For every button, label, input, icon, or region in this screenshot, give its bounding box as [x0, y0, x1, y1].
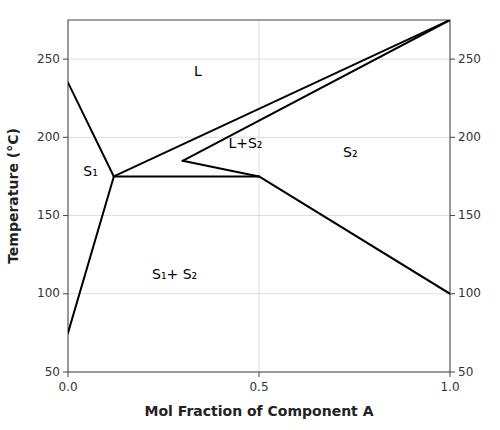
y-tick [63, 372, 68, 373]
region-label: L+S₂ [228, 135, 262, 151]
annotations: L L+S₂ S₁ S₂ S₁+ S₂ [83, 63, 357, 282]
y2-tick-label: 250 [458, 52, 481, 66]
phase-boundary [183, 161, 259, 177]
y-tick [63, 59, 68, 60]
y-tick-label: 150 [37, 208, 60, 222]
phase-boundary [183, 20, 450, 161]
y-tick [63, 293, 68, 294]
y2-tick [450, 372, 455, 373]
y-tick [63, 137, 68, 138]
grid-line-y [68, 293, 450, 294]
lines [68, 20, 450, 333]
y2-tick-label: 100 [458, 286, 481, 300]
x-tick [259, 372, 260, 377]
y2-tick-label: 200 [458, 130, 481, 144]
grid [68, 20, 450, 372]
y2-tick [450, 293, 455, 294]
grid-line-y [68, 215, 450, 216]
region-label: L [194, 63, 202, 79]
y-tick [63, 215, 68, 216]
y-tick-label: 200 [37, 130, 60, 144]
x-axis-label: Mol Fraction of Component A [144, 403, 373, 419]
plot-frame [68, 20, 450, 372]
y2-tick-label: 50 [458, 365, 473, 379]
phase-boundary [114, 175, 259, 177]
region-label: S₁+ S₂ [152, 266, 197, 282]
x-tick [68, 372, 69, 377]
chart: 0.00.51.05010015020025050100150200250Mol… [0, 0, 500, 430]
phase-boundary [114, 20, 450, 176]
grid-line-x [259, 20, 260, 372]
y2-tick [450, 215, 455, 216]
y2-tick [450, 137, 455, 138]
y-tick-label: 250 [37, 52, 60, 66]
y2-tick [450, 59, 455, 60]
x-tick-label: 1.0 [440, 380, 459, 394]
phase-boundary [68, 176, 114, 332]
x-tick-label: 0.5 [249, 380, 268, 394]
region-label: S₂ [343, 144, 358, 160]
x-tick-label: 0.0 [58, 380, 77, 394]
y-tick-label: 50 [45, 365, 60, 379]
phase-boundary [259, 176, 450, 293]
grid-line-y [68, 59, 450, 60]
x-tick [450, 372, 451, 377]
region-label: S₁ [83, 163, 98, 179]
axes: 0.00.51.05010015020025050100150200250 [37, 52, 481, 394]
y-axis-label: Temperature (°C) [5, 128, 21, 264]
y2-tick-label: 150 [458, 208, 481, 222]
y-tick-label: 100 [37, 286, 60, 300]
